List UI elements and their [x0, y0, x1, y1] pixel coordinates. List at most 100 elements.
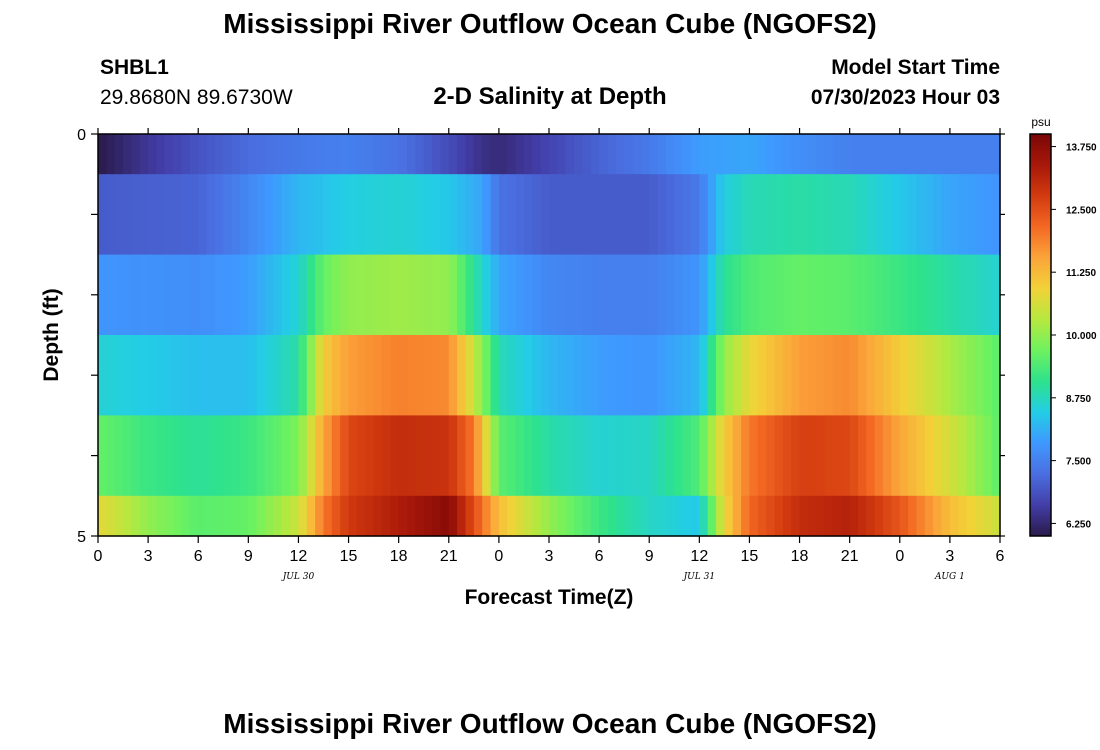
heatmap-cell — [665, 495, 675, 537]
heatmap-cell — [348, 134, 358, 175]
heatmap-cell — [532, 254, 542, 336]
heatmap-cell — [883, 495, 893, 537]
heatmap-cell — [682, 174, 692, 256]
heatmap-cell — [590, 415, 600, 497]
heatmap-cell — [574, 254, 584, 336]
heatmap-cell — [164, 495, 174, 537]
heatmap-cell — [498, 134, 508, 175]
heatmap-cell — [114, 134, 124, 175]
heatmap-cell — [732, 495, 742, 537]
heatmap-cell — [949, 134, 959, 175]
heatmap-cell — [883, 174, 893, 256]
station-coordinates: 29.8680N 89.6730W — [100, 86, 293, 109]
heatmap-cell — [899, 495, 909, 537]
heatmap-cell — [290, 415, 300, 497]
heatmap-cell — [381, 335, 391, 416]
heatmap-cell — [933, 134, 943, 175]
heatmap-cell — [682, 495, 692, 537]
heatmap-cell — [515, 254, 525, 336]
heatmap-cell — [615, 174, 625, 256]
heatmap-cell — [916, 335, 926, 416]
heatmap-cell — [106, 335, 116, 416]
heatmap-cell — [549, 495, 558, 537]
heatmap-cell — [690, 415, 700, 497]
heatmap-cell — [281, 495, 291, 537]
heatmap-cell — [690, 495, 700, 537]
heatmap-cell — [941, 415, 951, 497]
heatmap-cell — [465, 415, 475, 497]
heatmap-cell — [724, 495, 734, 537]
heatmap-cell — [98, 415, 107, 497]
heatmap-cell — [315, 495, 325, 537]
heatmap-cell — [949, 415, 959, 497]
heatmap-cell — [473, 335, 483, 416]
heatmap-cell — [649, 254, 659, 336]
heatmap-cell — [315, 254, 325, 336]
heatmap-cell — [448, 415, 458, 497]
heatmap-cell — [799, 254, 809, 336]
heatmap-cell — [156, 335, 166, 416]
colorbar-tick-label: 12.500 — [1066, 205, 1097, 216]
heatmap-cell — [298, 174, 308, 256]
heatmap-cell — [782, 495, 792, 537]
heatmap-cell — [181, 174, 191, 256]
heatmap-cell — [164, 335, 174, 416]
heatmap-cell — [156, 254, 166, 336]
heatmap-cell — [106, 134, 116, 175]
heatmap-cell — [841, 174, 851, 256]
heatmap-cell — [457, 335, 467, 416]
heatmap-cell — [657, 335, 667, 416]
heatmap-cell — [690, 174, 700, 256]
heatmap-cell — [381, 174, 391, 256]
heatmap-cell — [832, 134, 842, 175]
heatmap-cell — [849, 415, 859, 497]
heatmap-cell — [398, 415, 408, 497]
colorbar-tick-label: 10.000 — [1066, 331, 1097, 342]
heatmap-cell — [958, 174, 968, 256]
heatmap-cell — [298, 134, 308, 175]
heatmap-cell — [941, 174, 951, 256]
heatmap-cell — [448, 335, 458, 416]
heatmap-cell — [665, 415, 675, 497]
heatmap-cell — [615, 415, 625, 497]
heatmap-cell — [415, 254, 425, 336]
heatmap-cell — [214, 134, 224, 175]
heatmap-cell — [515, 134, 525, 175]
heatmap-cell — [665, 134, 675, 175]
heatmap-cell — [607, 174, 617, 256]
heatmap-cell — [231, 254, 241, 336]
heatmap-cell — [941, 134, 951, 175]
heatmap-cell — [498, 415, 508, 497]
heatmap-cell — [281, 335, 291, 416]
heatmap-cell — [256, 335, 266, 416]
heatmap-cell — [440, 335, 450, 416]
heatmap-cell — [273, 134, 283, 175]
heatmap-cell — [774, 254, 784, 336]
colorbar-tick-label: 11.250 — [1066, 268, 1096, 279]
heatmap-cell — [632, 415, 642, 497]
heatmap-cell — [824, 335, 834, 416]
heatmap-cell — [574, 134, 584, 175]
heatmap-cell — [306, 254, 316, 336]
x-tick-label: 21 — [440, 548, 458, 565]
heatmap-cell — [599, 174, 609, 256]
heatmap-cell — [239, 415, 249, 497]
heatmap-cell — [223, 415, 233, 497]
heatmap-cell — [290, 495, 300, 537]
heatmap-cell — [966, 254, 976, 336]
heatmap-cell — [398, 134, 408, 175]
colorbar-tick-label: 13.750 — [1066, 143, 1097, 154]
heatmap-cell — [974, 254, 984, 336]
heatmap-cell — [189, 254, 199, 336]
heatmap-cell — [949, 254, 959, 336]
heatmap-cell — [716, 335, 725, 416]
heatmap-cell — [991, 415, 1001, 497]
heatmap-cell — [532, 174, 542, 256]
heatmap-cell — [908, 254, 918, 336]
heatmap-cell — [916, 254, 926, 336]
heatmap-cell — [557, 415, 567, 497]
heatmap-cell — [858, 415, 867, 497]
heatmap-cell — [248, 174, 258, 256]
heatmap-cell — [273, 254, 283, 336]
heatmap-cell — [482, 495, 492, 537]
